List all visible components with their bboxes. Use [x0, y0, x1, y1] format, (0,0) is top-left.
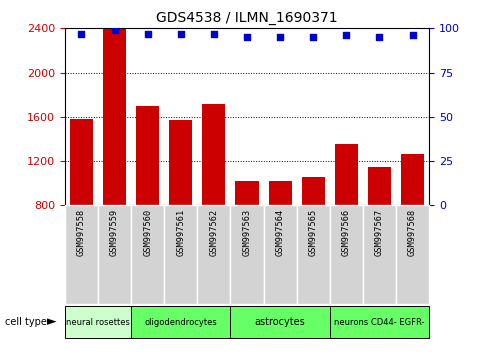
Bar — [231, 205, 263, 304]
Point — [276, 34, 284, 40]
Text: GSM997560: GSM997560 — [143, 208, 152, 256]
Bar — [70, 119, 93, 205]
Text: GSM997564: GSM997564 — [275, 208, 284, 256]
Text: cell type: cell type — [5, 317, 50, 327]
Bar — [197, 205, 231, 304]
Bar — [131, 306, 231, 338]
Bar — [368, 167, 391, 205]
Bar — [169, 120, 192, 205]
Text: GSM997558: GSM997558 — [77, 208, 86, 256]
Bar — [236, 181, 258, 205]
Point — [177, 31, 185, 36]
Bar — [131, 205, 164, 304]
Text: GSM997565: GSM997565 — [309, 208, 318, 256]
Point — [77, 31, 85, 36]
Bar — [268, 181, 292, 205]
Bar — [98, 205, 131, 304]
Bar — [65, 306, 131, 338]
Bar — [335, 144, 358, 205]
Text: ►: ► — [47, 316, 57, 329]
Bar — [231, 306, 330, 338]
Bar — [297, 205, 330, 304]
Point — [243, 34, 251, 40]
Bar — [136, 106, 159, 205]
Point — [144, 31, 152, 36]
Point — [111, 27, 119, 33]
Text: GSM997566: GSM997566 — [342, 208, 351, 256]
Point — [342, 33, 350, 38]
Bar — [330, 205, 363, 304]
Point — [409, 33, 417, 38]
Bar — [202, 104, 226, 205]
Title: GDS4538 / ILMN_1690371: GDS4538 / ILMN_1690371 — [156, 11, 338, 24]
Bar — [330, 306, 429, 338]
Bar — [301, 177, 325, 205]
Text: astrocytes: astrocytes — [255, 317, 305, 327]
Text: GSM997559: GSM997559 — [110, 208, 119, 256]
Bar — [396, 205, 429, 304]
Text: GSM997568: GSM997568 — [408, 208, 417, 256]
Bar — [65, 205, 98, 304]
Bar — [401, 154, 424, 205]
Bar — [164, 205, 197, 304]
Point — [210, 31, 218, 36]
Point — [375, 34, 383, 40]
Bar — [363, 205, 396, 304]
Text: oligodendrocytes: oligodendrocytes — [144, 318, 217, 327]
Point — [309, 34, 317, 40]
Text: GSM997561: GSM997561 — [176, 208, 185, 256]
Text: GSM997562: GSM997562 — [210, 208, 219, 256]
Text: neural rosettes: neural rosettes — [66, 318, 130, 327]
Bar — [263, 205, 297, 304]
Text: GSM997563: GSM997563 — [243, 208, 251, 256]
Bar — [103, 29, 126, 205]
Text: GSM997567: GSM997567 — [375, 208, 384, 256]
Text: neurons CD44- EGFR-: neurons CD44- EGFR- — [334, 318, 425, 327]
